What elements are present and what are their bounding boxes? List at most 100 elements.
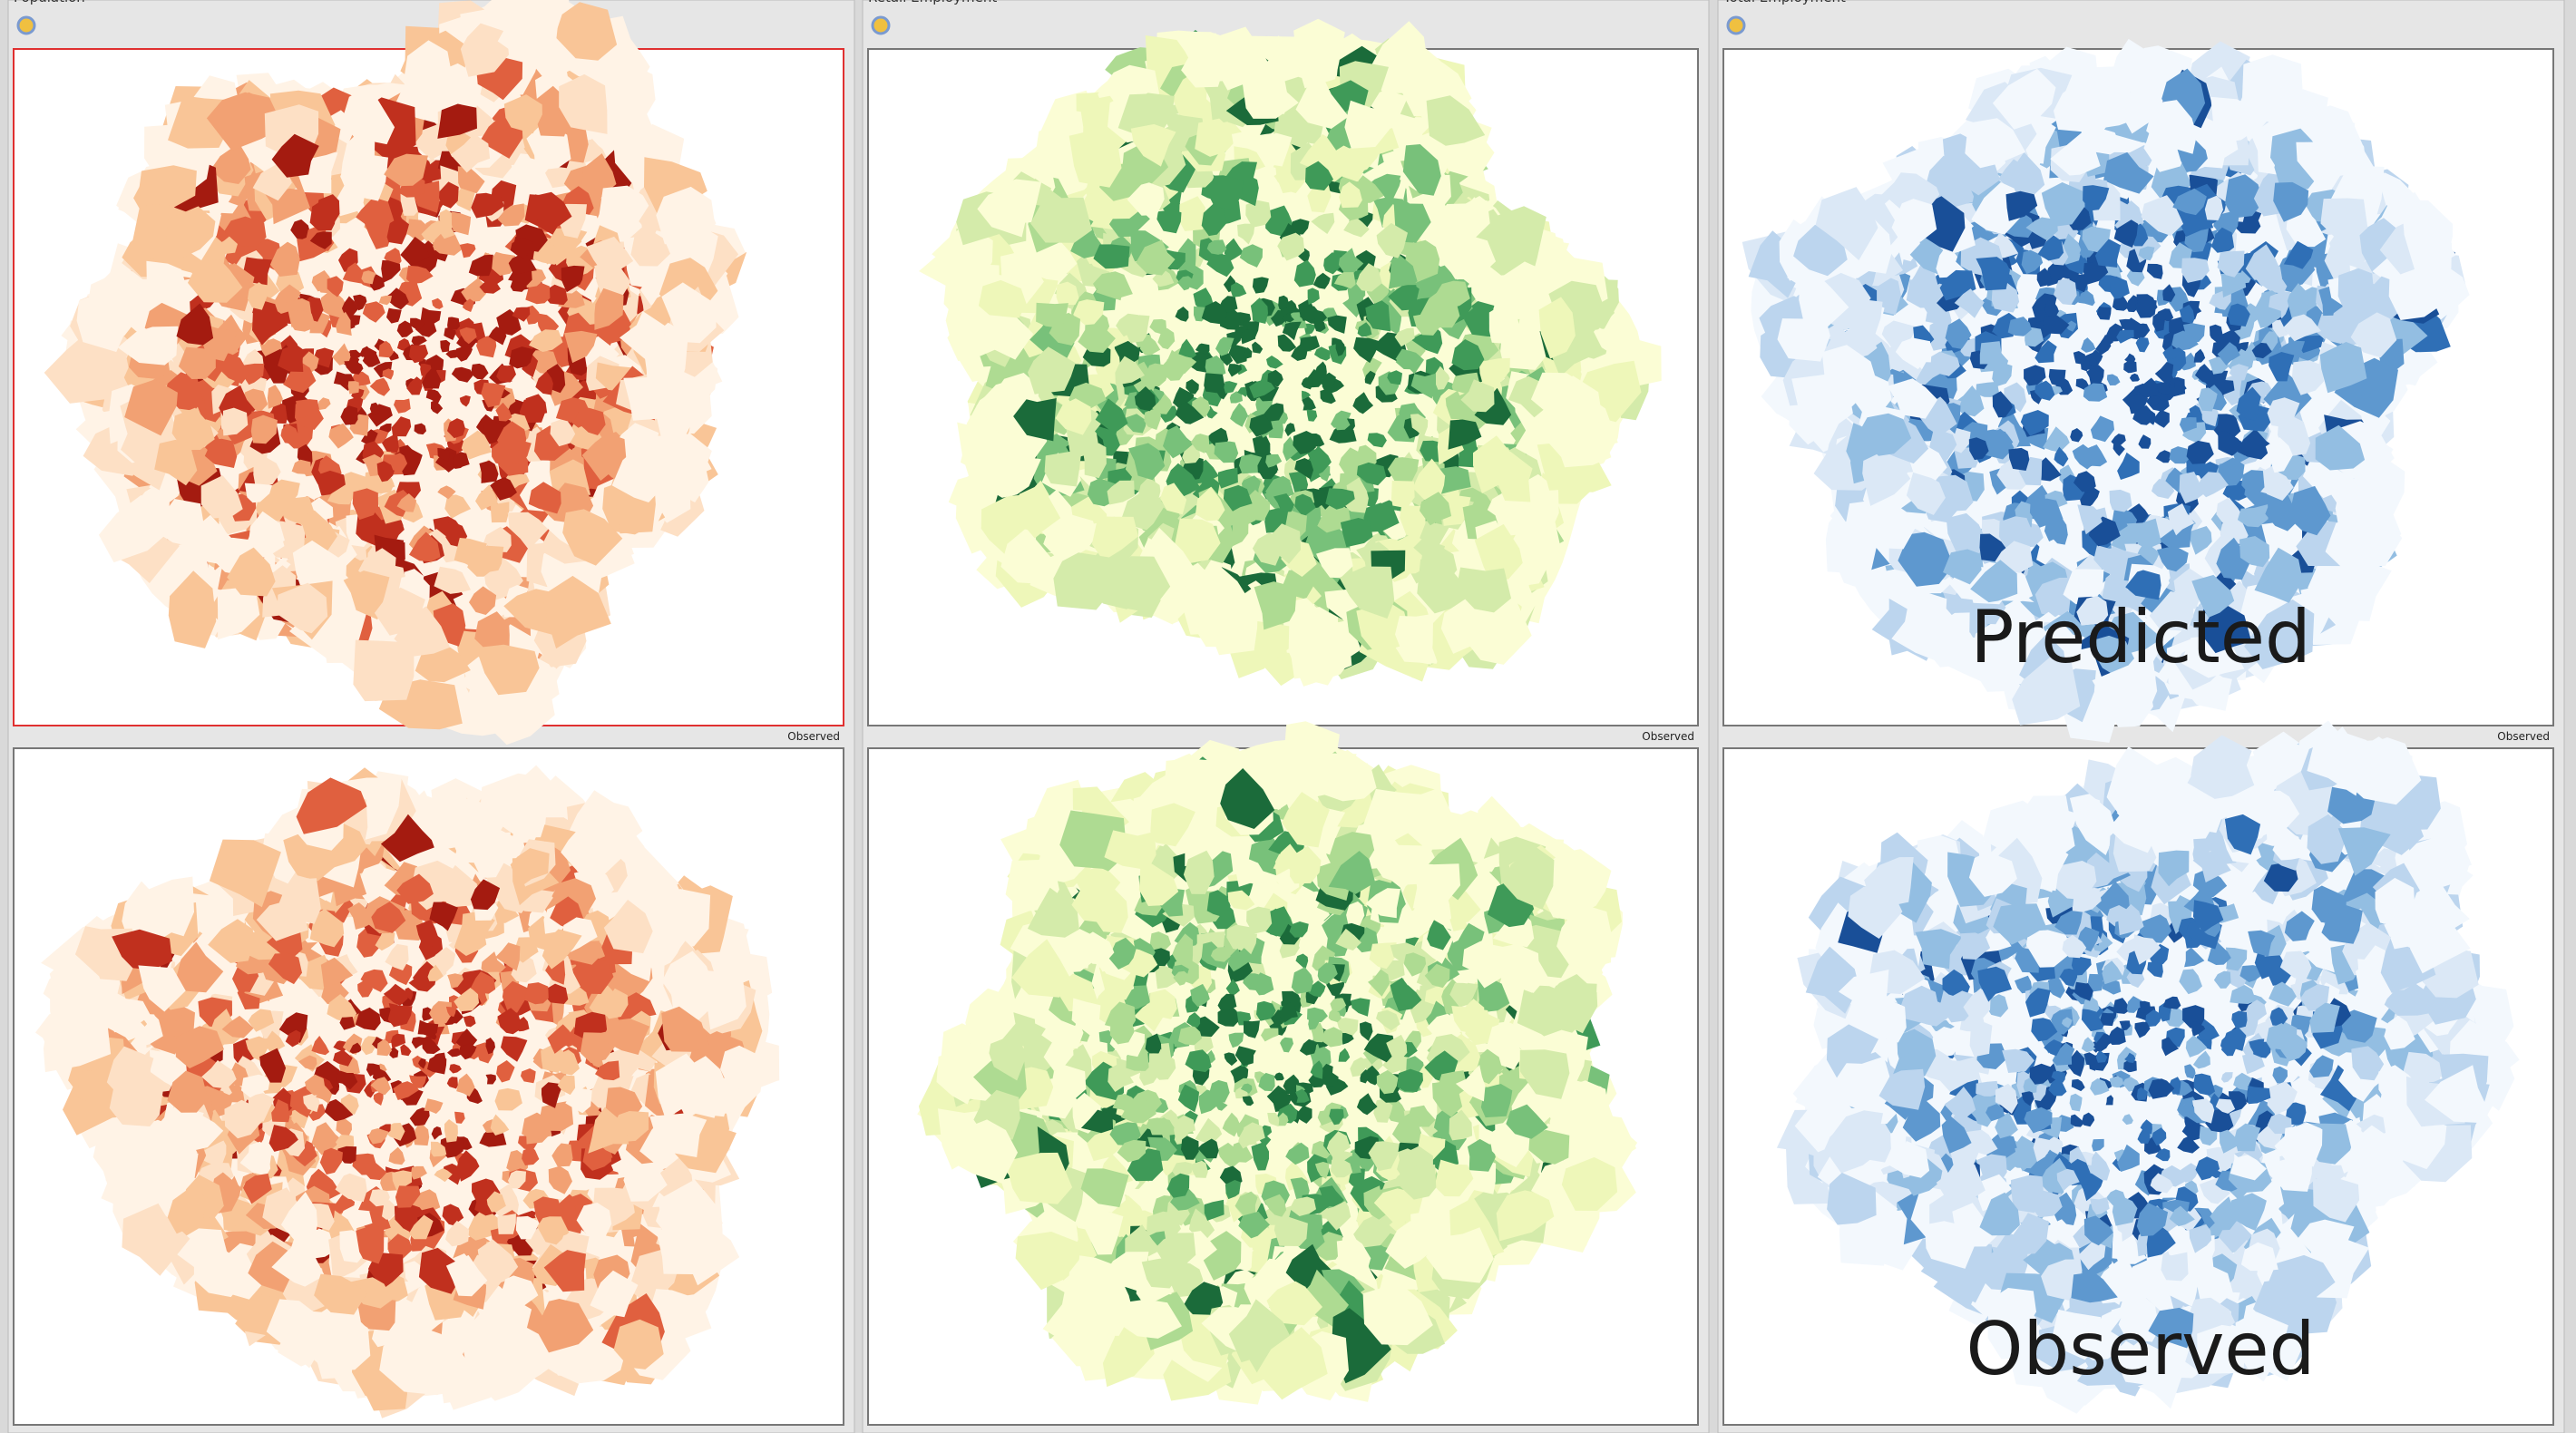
map-zone xyxy=(548,1165,572,1194)
map-zone xyxy=(456,1073,475,1097)
map-zone xyxy=(461,278,487,303)
map-zone xyxy=(391,416,412,437)
map-zone xyxy=(594,288,624,330)
map-zone xyxy=(343,570,390,620)
map-zone xyxy=(327,276,344,297)
map-view xyxy=(13,747,844,1426)
map-zone xyxy=(425,389,442,404)
map-zone xyxy=(620,311,665,366)
map-zone xyxy=(488,327,507,346)
map-zone xyxy=(447,317,460,330)
map-zone xyxy=(386,218,409,245)
map-zone xyxy=(433,233,449,251)
map-zone xyxy=(168,95,229,149)
map-zone xyxy=(353,294,367,311)
map-zone xyxy=(289,585,370,661)
map-zone xyxy=(277,582,328,634)
map-zone xyxy=(355,1007,381,1031)
map-zone xyxy=(404,987,414,1000)
map-zone xyxy=(313,1060,340,1088)
map-zone xyxy=(375,927,395,951)
map-zone xyxy=(490,477,517,501)
map-zone xyxy=(562,509,623,566)
window-title: Retail Employment xyxy=(868,0,997,5)
map-zone xyxy=(394,398,411,414)
map-zone xyxy=(353,639,415,702)
map-zone xyxy=(512,307,531,322)
map-zone xyxy=(280,423,298,444)
map-zone xyxy=(382,368,395,380)
map-zone xyxy=(374,587,425,636)
map-zone xyxy=(544,284,568,306)
map-zone xyxy=(434,566,471,594)
map-zone xyxy=(488,251,515,276)
map-zone xyxy=(440,1134,464,1158)
map-zone xyxy=(554,2,618,61)
map-zone xyxy=(386,307,402,324)
map-zone xyxy=(361,270,376,285)
map-zone xyxy=(227,547,276,597)
map-zone xyxy=(463,1015,476,1028)
map-zone xyxy=(389,350,399,361)
map-zone xyxy=(381,434,399,453)
map-zone xyxy=(525,282,551,305)
map-zone xyxy=(210,142,251,184)
window-icon xyxy=(871,15,891,35)
map-zone xyxy=(475,484,499,511)
map-zone xyxy=(431,400,444,414)
map-zone xyxy=(456,1150,480,1182)
map-zone xyxy=(341,85,395,145)
map-zone xyxy=(661,282,717,344)
map-zone xyxy=(378,340,395,358)
map-zone xyxy=(459,243,476,258)
map-zone xyxy=(400,237,430,266)
map-zone xyxy=(296,399,319,419)
map-zone xyxy=(561,265,585,293)
map-zone xyxy=(291,459,312,474)
map-zone xyxy=(535,371,553,395)
map-zone xyxy=(98,495,171,563)
map-zone xyxy=(410,1165,427,1180)
map-zone xyxy=(508,253,537,276)
map-zone xyxy=(381,259,401,283)
window-icon xyxy=(1726,15,1746,35)
map-zone xyxy=(333,1040,347,1052)
map-zone xyxy=(501,1036,528,1062)
map-zone xyxy=(495,402,512,422)
map-zone xyxy=(336,311,352,336)
map-zone xyxy=(369,402,381,415)
map-zone xyxy=(414,423,426,435)
map-zone xyxy=(450,133,491,173)
map-zone xyxy=(485,1038,495,1055)
map-zone xyxy=(447,418,465,439)
map-zone xyxy=(437,448,450,462)
window-icon xyxy=(16,15,36,35)
map-zone xyxy=(503,94,542,134)
map-zone xyxy=(247,522,285,549)
map-zone xyxy=(340,405,358,425)
map-zone xyxy=(76,289,129,353)
map-zone xyxy=(444,494,472,519)
window-title: Total Employment xyxy=(1722,0,1846,5)
map-zone xyxy=(297,231,329,262)
map-zone xyxy=(460,23,509,77)
map-zone xyxy=(224,216,267,247)
map-zone xyxy=(644,157,707,221)
map-zone xyxy=(442,1204,464,1226)
map-zone xyxy=(347,381,359,395)
map-zone xyxy=(519,397,545,424)
map-zone xyxy=(511,953,537,983)
map-zone xyxy=(311,1036,330,1056)
map-zone xyxy=(496,365,516,383)
map-zone xyxy=(318,397,331,411)
map-zone xyxy=(409,531,441,562)
map-zone xyxy=(222,407,249,436)
map-zone xyxy=(453,452,470,468)
map-zone xyxy=(497,421,527,451)
map-view xyxy=(13,0,844,746)
map-zone xyxy=(300,510,337,551)
map-zone xyxy=(522,354,539,377)
map-zone xyxy=(324,1098,354,1122)
map-zone xyxy=(454,1111,465,1124)
map-zone xyxy=(599,185,649,233)
